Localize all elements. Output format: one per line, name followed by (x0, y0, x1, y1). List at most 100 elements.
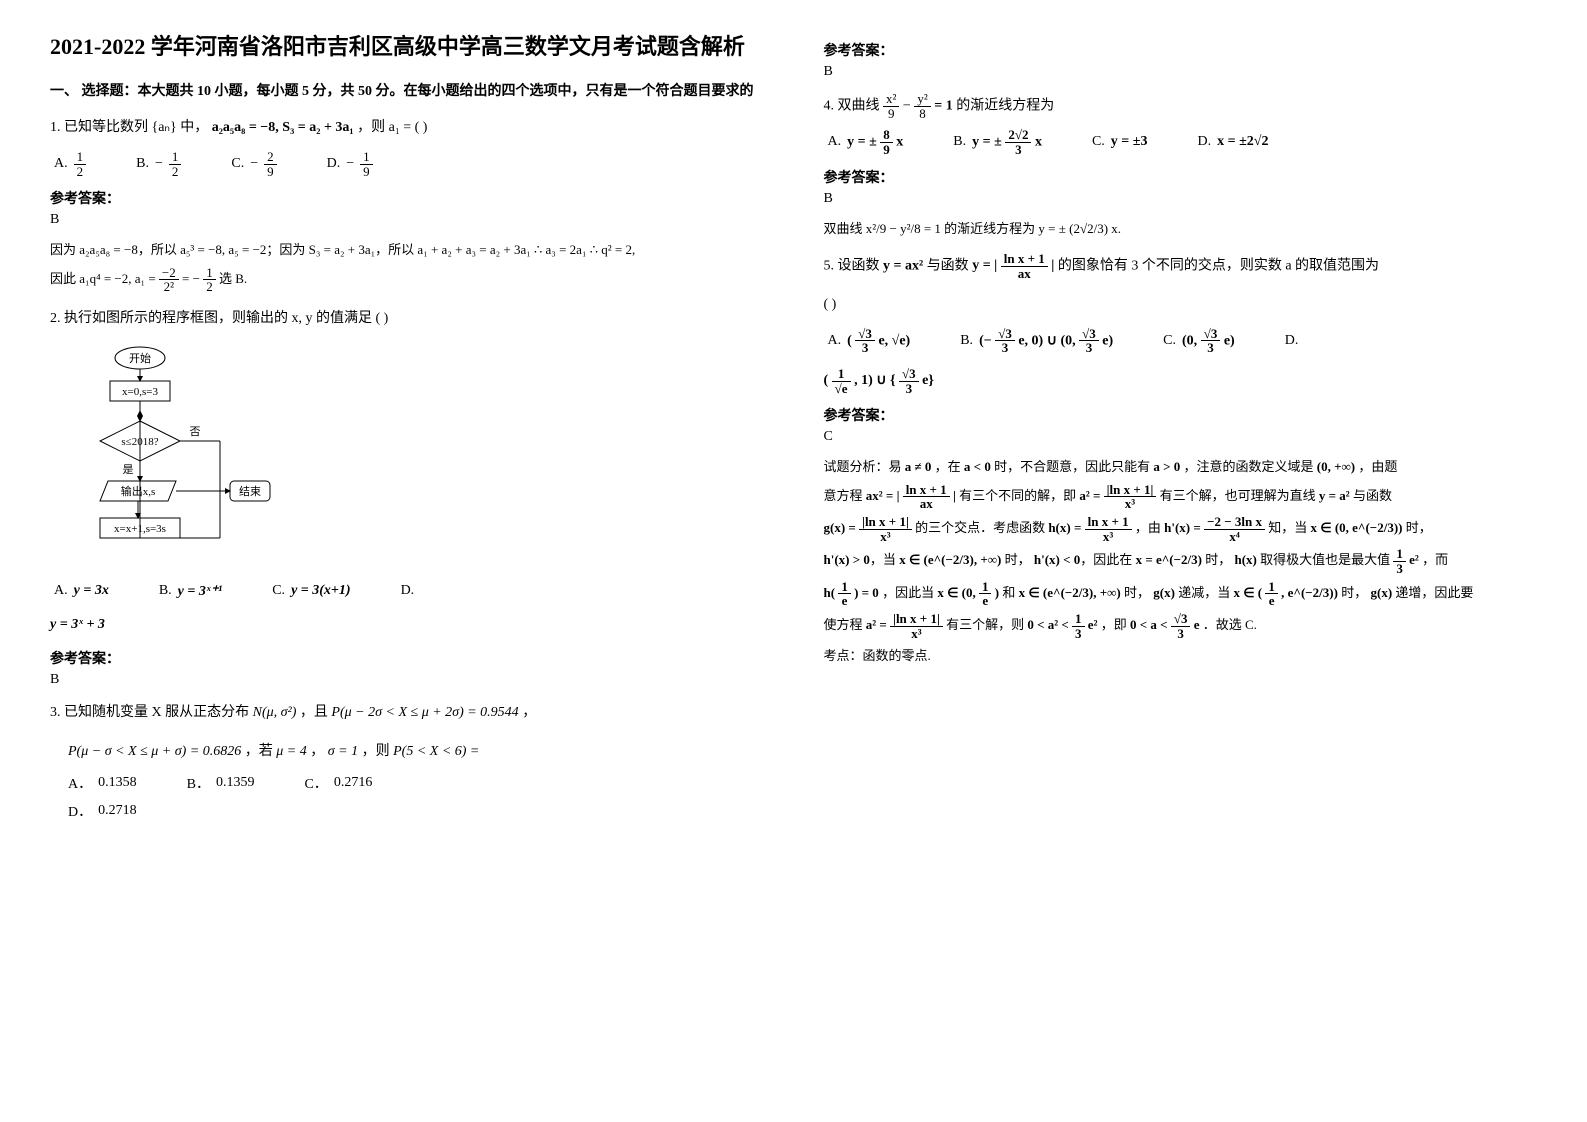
q4-sb: 的渐近线方程为 (956, 98, 1054, 113)
q5-Ad: 3 (855, 341, 875, 355)
q5-Bm: e, 0) ∪ (0, (1018, 333, 1079, 348)
q1-D-d: 9 (360, 165, 373, 179)
q5e6g: 0 < a < (1130, 617, 1171, 632)
q5e5g: x ∈ (e^(−2/3), +∞) (1019, 585, 1121, 600)
q5-sb: 与函数 (927, 258, 973, 273)
q1-e2f: 1 (203, 266, 216, 281)
q3-answer-label: 参考答案： (824, 40, 1538, 60)
q5-Dn: 1 (832, 367, 851, 382)
q4-C: y = ±3 (1111, 134, 1148, 150)
q1-A-n: 1 (74, 150, 87, 165)
q5e4i: h(x) (1235, 552, 1257, 567)
q3-A: 0.1358 (98, 775, 137, 791)
q5-A-label: A. (828, 333, 842, 349)
q1-D-n: 1 (360, 150, 373, 165)
flow-yes: 是 (123, 463, 134, 476)
q5-Dr: e} (922, 373, 934, 388)
q3-l2e: σ = 1 (328, 744, 358, 759)
q5-An: √3 (855, 327, 875, 342)
q3-A-label: A． (68, 773, 92, 793)
q5e1b: a ≠ 0 (905, 459, 932, 474)
q3-sa: 3. 已知随机变量 X 服从正态分布 (50, 705, 253, 720)
q5e6i: ．故选 C. (1203, 617, 1257, 632)
q2-C: y = 3(x+1) (291, 583, 351, 599)
q3-l2d: ， (310, 744, 324, 759)
q3-l2c: μ = 4 (276, 744, 306, 759)
q5e5h: 时， (1124, 585, 1150, 600)
q5e5n4: g(x) (1370, 585, 1392, 600)
q1-B-d: 2 (169, 165, 182, 179)
q5-Bd: 3 (995, 341, 1015, 355)
question-1: 1. 已知等比数列 {aₙ} 中， a₂a₅a₈ = −8, S₃ = a₂ +… (50, 115, 764, 142)
q5e1e: 时，不合题意，因此只能有 (994, 459, 1153, 474)
q5-Dm: , 1) ∪ { (854, 373, 895, 388)
q1-answer-label: 参考答案： (50, 188, 764, 208)
q4-B-label: B. (953, 134, 966, 150)
question-2: 2. 执行如图所示的程序框图，则输出的 x, y 的值满足 ( ) (50, 306, 764, 333)
q5e6n2: 1 (1072, 612, 1085, 627)
q3-sb: N(μ, σ²) (253, 705, 297, 720)
q4-answer: B (824, 191, 1538, 207)
q5e5n3: 1 (1265, 580, 1278, 595)
q5e6d3: 3 (1072, 627, 1085, 641)
q2-answer-label: 参考答案： (50, 648, 764, 668)
q5e5m: 时， (1341, 585, 1367, 600)
q5-f2d: ax (1001, 267, 1048, 281)
q4-Ad: 9 (880, 143, 893, 157)
q5e5d2: x ∈ (0, (937, 585, 979, 600)
q5e6n: |ln x + 1| (890, 612, 943, 627)
q1-choices: A. 12 B. − 12 C. − 29 D. − 19 (54, 150, 764, 178)
q5e1a: 试题分析：易 (824, 459, 905, 474)
q5-C-label: C. (1163, 333, 1176, 349)
q5e5n2: 1 (979, 580, 992, 595)
question-5: 5. 设函数 y = ax² 与函数 y = | ln x + 1ax | 的图… (824, 252, 1538, 280)
q1-stem-prefix: 1. 已知等比数列 {aₙ} 中， (50, 120, 208, 135)
q4-B-pre: y = ± (972, 135, 1002, 150)
flow-init: x=0,s=3 (122, 386, 158, 398)
q5-choices-row1: A. ( √33 e, √e) B. (− √33 e, 0) ∪ (0, √3… (828, 327, 1538, 355)
q5-D-label: D. (1285, 333, 1299, 349)
q3-choices: A．0.1358 B．0.1359 C．0.2716 (68, 773, 764, 793)
q3-l2g: P(5 < X < 6) = (393, 744, 479, 759)
q4-f1d: 9 (883, 107, 899, 121)
q2-D-label: D. (401, 583, 415, 599)
q1-e2a: 因此 (50, 271, 76, 286)
q1-B-sign: − (155, 156, 163, 172)
flow-upd: x=x+1,s=3s (114, 523, 166, 535)
q5-choice-D: ( 1√e , 1) ∪ { √33 e} (824, 367, 1538, 395)
q5e4b: ，当 (870, 552, 899, 567)
q4-Bn: 2√2 (1005, 128, 1031, 143)
q5e2n2: |ln x + 1| (1104, 483, 1157, 498)
q5e5i: g(x) (1153, 585, 1175, 600)
q2-A: y = 3x (74, 583, 109, 599)
q4-C-label: C. (1092, 134, 1105, 150)
q4-minus: − (903, 98, 914, 113)
q1-D-label: D. (327, 156, 341, 172)
flow-end: 结束 (239, 485, 261, 498)
q5e1f: a > 0 (1153, 459, 1180, 474)
q1-e2b: a₁q⁴ = −2, a₁ = (79, 271, 159, 286)
q5e5n: 1 (838, 580, 851, 595)
q5e6c: 有三个解，则 (946, 617, 1027, 632)
q5e6e: e² (1088, 617, 1098, 632)
q5e5a: h( (824, 585, 836, 600)
q3-sc: ，且 (300, 705, 332, 720)
q5e3n: |ln x + 1| (859, 515, 912, 530)
q1-e2c: −2 (159, 266, 179, 281)
q5e2d: ax (903, 497, 950, 511)
q5e2d3: x³ (1104, 497, 1157, 511)
q5e3g: 知，当 (1268, 520, 1310, 535)
q5e5c: ，因此当 (882, 585, 937, 600)
q5-f1: y = ax² (883, 258, 923, 273)
q5e1i: ，由题 (1358, 459, 1397, 474)
q3-answer: B (824, 64, 1538, 80)
q5-answer-label: 参考答案： (824, 405, 1538, 425)
q3-C-label: C． (304, 773, 327, 793)
q5-expl-3: g(x) = |ln x + 1|x³ 的三个交点．考虑函数 h(x) = ln… (824, 515, 1538, 543)
q5-Bn: √3 (995, 327, 1015, 342)
q4-f2d: 8 (914, 107, 930, 121)
q1-e2g: 2 (203, 280, 216, 294)
q3-D-label: D． (68, 801, 92, 821)
q5e3f: h'(x) = (1164, 520, 1204, 535)
q5-paren: ( ) (824, 292, 1538, 319)
